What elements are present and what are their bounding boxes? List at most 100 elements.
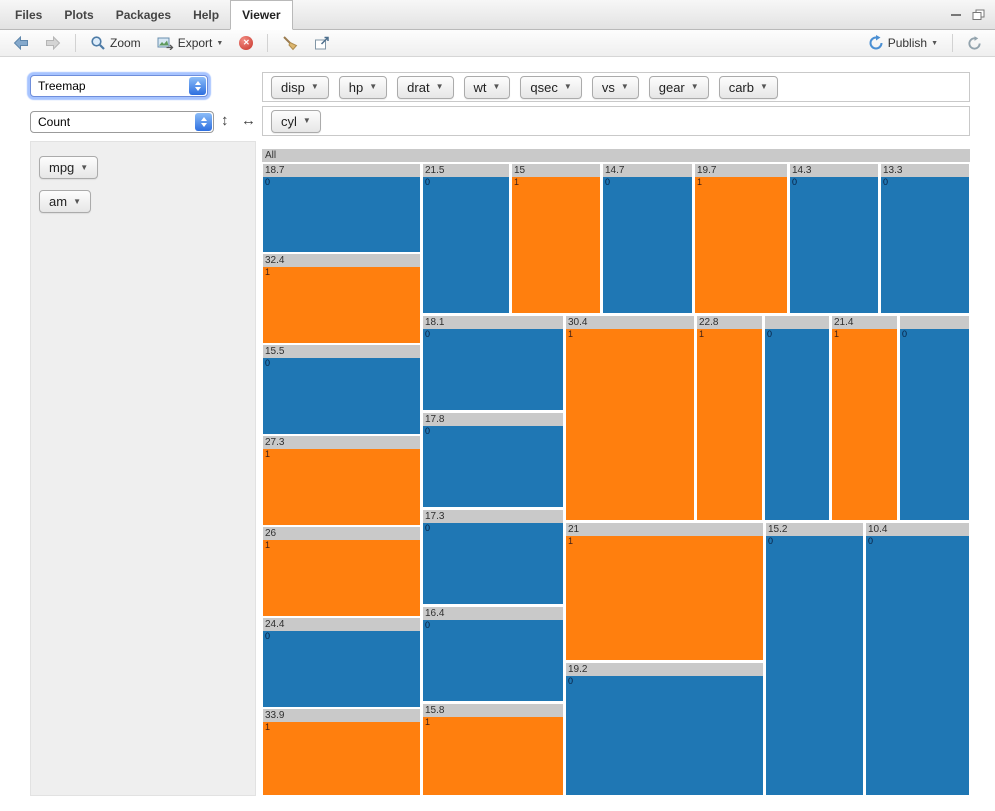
forward-button[interactable] [40, 34, 66, 52]
resize-horizontal-icon[interactable]: ↔ [241, 112, 256, 129]
minimize-icon[interactable] [949, 9, 962, 21]
treemap-cell-body: 1 [695, 177, 787, 313]
treemap-cell-value: 0 [568, 676, 574, 686]
variable-pill-vs[interactable]: vs ▼ [591, 75, 639, 99]
variable-pill-am[interactable]: am ▼ [39, 190, 91, 213]
treemap-cell[interactable]: 0 [764, 315, 830, 521]
treemap-cell[interactable]: 13.3 0 [880, 163, 970, 314]
variable-pill-gear[interactable]: gear ▼ [648, 75, 709, 99]
close-circle-icon: ✕ [239, 36, 254, 50]
treemap-cell[interactable]: 15.5 0 [262, 344, 421, 435]
treemap-cell-body: 1 [263, 449, 420, 525]
treemap-cell-header: 14.7 [603, 164, 692, 177]
pill-label: gear [658, 79, 685, 95]
treemap-cell[interactable]: 33.9 1 [262, 708, 421, 796]
tab-viewer[interactable]: Viewer [230, 0, 293, 30]
treemap-cell-value: 0 [767, 329, 773, 339]
treemap-cell[interactable]: 18.1 0 [422, 315, 564, 411]
back-button[interactable] [8, 34, 34, 52]
variable-pill-carb[interactable]: carb ▼ [718, 75, 778, 99]
treemap-cell[interactable]: 21 1 [565, 522, 764, 661]
resize-vertical-icon[interactable]: ↕ [221, 112, 229, 129]
treemap-cell[interactable]: 21.4 1 [831, 315, 898, 521]
aggregate-select[interactable]: Count [30, 111, 214, 133]
treemap-cell[interactable]: 18.7 0 [262, 163, 421, 253]
treemap-cell-value: 1 [514, 177, 520, 187]
variable-pill-qsec[interactable]: qsec ▼ [520, 75, 582, 99]
treemap-cell[interactable]: 10.4 0 [865, 522, 970, 796]
treemap-cell[interactable]: 17.8 0 [422, 412, 564, 508]
treemap-cell-body: 0 [603, 177, 692, 313]
treemap: All 18.7 0 32.4 1 15.5 0 27.3 1 26 1 24.4 0 33.9 1 21.… [262, 149, 970, 796]
treemap-cell[interactable]: 14.3 0 [789, 163, 879, 314]
treemap-cell-header: 24.4 [263, 618, 420, 631]
available-variables-box[interactable]: disp ▼ hp ▼ drat ▼ wt ▼ qsec ▼ vs ▼ gear ▼ carb ▼ [262, 72, 970, 102]
treemap-cell-header: 30.4 [566, 316, 694, 329]
treemap-cell-body: 1 [566, 536, 763, 660]
publish-button[interactable]: Publish ▼ [863, 33, 943, 53]
remove-viewer-item-button[interactable]: ✕ [234, 34, 258, 52]
treemap-cell[interactable]: 0 [899, 315, 970, 521]
tab-files[interactable]: Files [15, 8, 43, 22]
treemap-root-header[interactable]: All [262, 149, 970, 162]
chevron-down-icon: ▼ [435, 82, 444, 91]
treemap-cell[interactable]: 17.3 0 [422, 509, 564, 605]
treemap-cell[interactable]: 16.4 0 [422, 606, 564, 702]
treemap-cell[interactable]: 32.4 1 [262, 253, 421, 344]
treemap-cell-value: 0 [425, 620, 431, 630]
clear-all-viewer-button[interactable] [277, 33, 303, 53]
treemap-cell-body: 0 [423, 426, 563, 507]
treemap-cell[interactable]: 22.8 1 [696, 315, 763, 521]
refresh-button[interactable] [962, 34, 987, 53]
export-button[interactable]: Export ▼ [152, 34, 229, 52]
tab-packages[interactable]: Packages [115, 8, 172, 22]
treemap-cell-body: 0 [765, 329, 829, 520]
treemap-cell[interactable]: 15.2 0 [765, 522, 864, 796]
treemap-cell[interactable]: 27.3 1 [262, 435, 421, 526]
publish-icon [868, 35, 884, 51]
maximize-icon[interactable] [972, 9, 985, 21]
variable-pill-wt[interactable]: wt ▼ [463, 75, 511, 99]
chart-type-select[interactable]: Treemap [30, 75, 208, 97]
treemap-cell-value: 0 [265, 631, 271, 641]
zoom-label: Zoom [110, 36, 141, 50]
treemap-cell[interactable]: 19.7 1 [694, 163, 788, 314]
treemap-cell[interactable]: 30.4 1 [565, 315, 695, 521]
treemap-cell[interactable]: 26 1 [262, 526, 421, 617]
zoom-button[interactable]: Zoom [85, 33, 146, 53]
pane-window-controls [949, 9, 985, 21]
variable-pill-drat[interactable]: drat ▼ [397, 75, 454, 99]
treemap-cell-value: 1 [265, 722, 271, 732]
variable-pill-mpg[interactable]: mpg ▼ [39, 156, 99, 179]
pill-label: wt [473, 79, 487, 95]
treemap-cell-body: 1 [263, 267, 420, 343]
treemap-cell-header: 15 [512, 164, 600, 177]
hierarchy-variables-box[interactable]: cyl ▼ [262, 106, 970, 136]
treemap-cell-header: 10.4 [866, 523, 969, 536]
treemap-cell-body: 0 [263, 358, 420, 434]
viewer-content: Treemap Count ↕ ↔ mpg ▼ am ▼ disp ▼ hp ▼ drat ▼ w… [0, 57, 995, 811]
treemap-cell-header: 18.7 [263, 164, 420, 177]
treemap-cell[interactable]: 14.7 0 [602, 163, 693, 314]
treemap-cell-value: 0 [425, 426, 431, 436]
chevron-down-icon: ▼ [302, 116, 311, 125]
treemap-cell-header: 32.4 [263, 254, 420, 267]
variable-pill-disp[interactable]: disp ▼ [271, 75, 329, 99]
tab-plots[interactable]: Plots [64, 8, 94, 22]
treemap-cell[interactable]: 24.4 0 [262, 617, 421, 708]
pane-tab-bar: Files Plots Packages Help Viewer [0, 0, 995, 30]
variable-pill-hp[interactable]: hp ▼ [338, 75, 388, 99]
variable-pill-cyl[interactable]: cyl ▼ [271, 109, 321, 133]
treemap-cell-body: 0 [766, 536, 863, 795]
row-variables-zone[interactable]: mpg ▼ am ▼ [30, 141, 256, 796]
open-in-new-window-button[interactable] [309, 34, 335, 53]
tab-help[interactable]: Help [193, 8, 220, 22]
treemap-cell[interactable]: 15.8 1 [422, 703, 564, 796]
treemap-cell-body: 0 [881, 177, 969, 313]
treemap-cell[interactable]: 19.2 0 [565, 662, 764, 796]
treemap-cell[interactable]: 15 1 [511, 163, 601, 314]
treemap-cell-body: 0 [866, 536, 969, 795]
treemap-cell-body: 0 [790, 177, 878, 313]
treemap-cell[interactable]: 21.5 0 [422, 163, 510, 314]
pill-label: carb [728, 79, 754, 95]
